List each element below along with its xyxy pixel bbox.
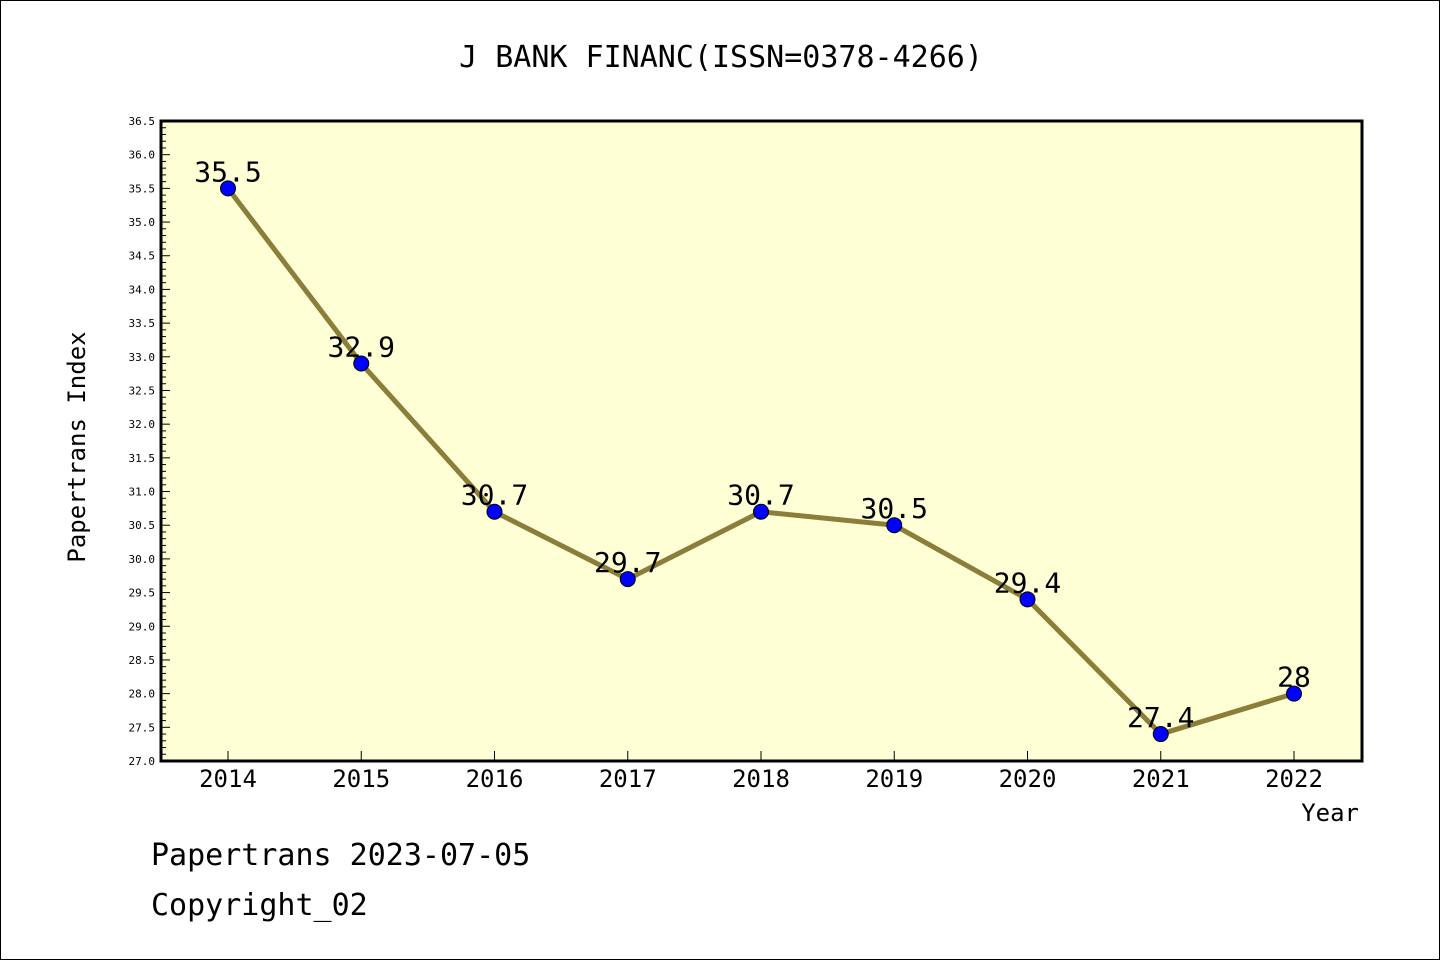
y-tick-label: 29.0	[129, 620, 156, 633]
data-point	[1019, 591, 1036, 608]
y-tick-label: 31.0	[129, 486, 156, 499]
y-tick-label: 27.0	[129, 755, 156, 768]
y-axis-label: Papertrans Index	[63, 331, 91, 562]
chart-title: J BANK FINANC(ISSN=0378-4266)	[459, 40, 983, 75]
y-axis: 27.0 27.5 28.0 28.5 29.0 29.5 30.0 30.5 31.0 31.5…	[129, 115, 170, 768]
x-tick-label: 2021	[1132, 765, 1190, 793]
y-tick-label: 35.0	[129, 216, 156, 229]
x-tick-label: 2016	[466, 765, 524, 793]
x-tick-label: 2015	[332, 765, 390, 793]
data-point	[353, 355, 370, 372]
data-point	[619, 571, 636, 588]
x-tick-label: 2014	[199, 765, 257, 793]
data-label: 28	[1277, 661, 1311, 694]
data-point	[886, 517, 903, 534]
y-tick-label: 32.0	[129, 418, 156, 431]
y-tick-label: 33.0	[129, 351, 156, 364]
x-axis: 2014 2015 2016 2017 2018 2019 2020 2021 2022	[199, 751, 1323, 793]
data-label: 32.9	[328, 331, 395, 364]
data-point	[1152, 726, 1169, 743]
data-labels: 35.5 32.9 30.7 29.7 30.7 30.5 29.4 27.4 28	[194, 155, 1311, 734]
y-tick-label: 34.5	[129, 250, 156, 263]
y-tick-label: 35.5	[129, 182, 156, 195]
y-tick-label: 30.5	[129, 519, 156, 532]
data-point	[1286, 685, 1302, 702]
y-tick-label: 36.0	[129, 149, 156, 162]
data-label: 30.7	[461, 479, 528, 512]
y-tick-label: 33.5	[129, 317, 156, 330]
data-label: 27.4	[1127, 701, 1194, 734]
data-point	[220, 180, 236, 197]
x-tick-label: 2018	[732, 765, 790, 793]
x-tick-label: 2020	[999, 765, 1057, 793]
data-label: 29.7	[594, 546, 661, 579]
data-label: 29.4	[994, 566, 1061, 599]
y-tick-label: 34.0	[129, 283, 156, 296]
footer-copyright: Copyright_02	[151, 888, 368, 923]
y-tick-label: 27.5	[129, 721, 156, 734]
x-axis-label: Year	[1301, 799, 1359, 827]
x-tick-label: 2022	[1265, 765, 1323, 793]
footer-date: Papertrans 2023-07-05	[151, 838, 530, 873]
y-tick-label: 29.5	[129, 587, 156, 600]
data-label: 35.5	[194, 155, 261, 188]
data-points	[220, 180, 1302, 743]
y-tick-label: 32.5	[129, 384, 156, 397]
y-tick-label: 30.0	[129, 553, 156, 566]
x-tick-label: 2017	[599, 765, 657, 793]
plot-area	[159, 119, 1364, 763]
data-label: 30.5	[861, 492, 928, 525]
y-tick-label: 28.5	[129, 654, 156, 667]
data-point	[486, 503, 503, 520]
x-tick-label: 2019	[865, 765, 923, 793]
y-tick-label: 36.5	[129, 115, 156, 128]
y-tick-label: 28.0	[129, 688, 156, 701]
data-point	[753, 503, 769, 520]
y-tick-label: 31.5	[129, 452, 156, 465]
data-label: 30.7	[727, 479, 794, 512]
